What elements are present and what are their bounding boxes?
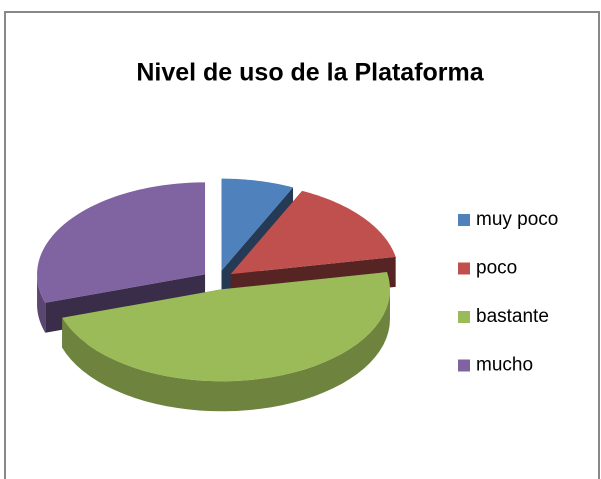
- legend-swatch: [458, 214, 470, 226]
- legend-label: poco: [476, 258, 517, 279]
- chart-title: Nivel de uso de la Plataforma: [136, 59, 484, 87]
- legend-swatch: [458, 359, 470, 372]
- slice: [37, 182, 206, 303]
- slice: [221, 178, 294, 271]
- slice-wall: [62, 289, 390, 412]
- slice: [230, 190, 396, 275]
- legend: muy poco poco bastante mucho: [458, 209, 558, 376]
- legend-label: muy poco: [476, 209, 558, 230]
- legend-label: mucho: [476, 355, 533, 376]
- slice-wall: [37, 274, 46, 333]
- slice: [62, 272, 390, 382]
- legend-swatch: [458, 311, 470, 323]
- pie: [37, 178, 396, 412]
- legend-swatch: [458, 262, 470, 275]
- legend-label: bastante: [476, 306, 549, 327]
